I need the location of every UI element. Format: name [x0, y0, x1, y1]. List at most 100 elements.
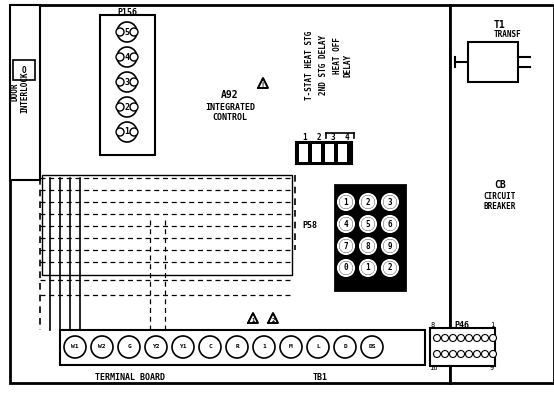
Text: 1: 1 — [366, 263, 370, 273]
Circle shape — [116, 103, 124, 111]
Circle shape — [449, 350, 456, 357]
Circle shape — [226, 336, 248, 358]
Bar — [325, 144, 334, 162]
Text: 4: 4 — [343, 220, 348, 228]
Text: DS: DS — [368, 344, 376, 350]
Text: 1: 1 — [262, 344, 266, 350]
Circle shape — [360, 260, 376, 276]
Polygon shape — [268, 313, 278, 323]
Circle shape — [64, 336, 86, 358]
Text: P46: P46 — [454, 320, 469, 329]
Circle shape — [382, 260, 398, 276]
Text: W2: W2 — [98, 344, 106, 350]
Text: 7: 7 — [343, 241, 348, 250]
Text: CONTROL: CONTROL — [213, 113, 248, 122]
Text: 16: 16 — [429, 365, 437, 371]
Text: CIRCUIT: CIRCUIT — [484, 192, 516, 201]
Text: 2: 2 — [366, 198, 370, 207]
Circle shape — [442, 350, 449, 357]
Circle shape — [130, 53, 138, 61]
Text: T1: T1 — [494, 20, 506, 30]
Polygon shape — [248, 313, 258, 323]
Circle shape — [338, 260, 354, 276]
Circle shape — [458, 350, 464, 357]
Circle shape — [130, 28, 138, 36]
Text: 2: 2 — [388, 263, 392, 273]
Circle shape — [91, 336, 113, 358]
Text: 4: 4 — [345, 134, 350, 143]
Bar — [468, 42, 518, 82]
Text: INTEGRATED: INTEGRATED — [205, 102, 255, 111]
Circle shape — [340, 240, 352, 252]
Text: 5: 5 — [125, 28, 130, 36]
Circle shape — [433, 350, 440, 357]
Circle shape — [481, 350, 489, 357]
Text: D: D — [343, 344, 347, 350]
Text: 3: 3 — [125, 77, 130, 87]
Text: 3: 3 — [331, 134, 335, 143]
Circle shape — [490, 335, 496, 342]
Circle shape — [361, 336, 383, 358]
Bar — [10, 5, 450, 383]
Circle shape — [465, 335, 473, 342]
Bar — [42, 175, 292, 275]
Circle shape — [145, 336, 167, 358]
Text: 4: 4 — [125, 53, 130, 62]
Circle shape — [474, 335, 480, 342]
Text: 1: 1 — [343, 198, 348, 207]
Circle shape — [362, 262, 374, 274]
Circle shape — [253, 336, 275, 358]
Text: 1: 1 — [490, 322, 494, 328]
Text: P58: P58 — [302, 220, 317, 229]
Text: 5: 5 — [366, 220, 370, 228]
Text: HEAT OFF: HEAT OFF — [334, 36, 342, 73]
Text: 1: 1 — [302, 134, 307, 143]
Text: M: M — [289, 344, 293, 350]
Text: A92: A92 — [221, 90, 239, 100]
Circle shape — [360, 216, 376, 232]
Bar — [338, 144, 347, 162]
Text: Y2: Y2 — [152, 344, 160, 350]
Circle shape — [199, 336, 221, 358]
Bar — [100, 15, 155, 155]
Circle shape — [433, 335, 440, 342]
Text: CB: CB — [494, 180, 506, 190]
Text: TB1: TB1 — [312, 374, 327, 382]
Circle shape — [280, 336, 302, 358]
Text: Y1: Y1 — [179, 344, 187, 350]
Circle shape — [360, 194, 376, 210]
Polygon shape — [258, 78, 268, 88]
Circle shape — [116, 28, 124, 36]
Text: 2: 2 — [271, 318, 275, 322]
Circle shape — [172, 336, 194, 358]
Text: 0: 0 — [343, 263, 348, 273]
Text: 9: 9 — [490, 365, 494, 371]
Bar — [450, 5, 554, 383]
Bar — [60, 330, 425, 365]
Text: G: G — [127, 344, 131, 350]
Text: 9: 9 — [388, 241, 392, 250]
Text: DELAY: DELAY — [343, 53, 352, 77]
Circle shape — [130, 103, 138, 111]
Circle shape — [384, 196, 396, 208]
Text: L: L — [316, 344, 320, 350]
Text: 6: 6 — [388, 220, 392, 228]
Circle shape — [338, 238, 354, 254]
Circle shape — [116, 128, 124, 136]
Circle shape — [307, 336, 329, 358]
Text: W1: W1 — [71, 344, 79, 350]
Text: 1: 1 — [252, 318, 255, 322]
Circle shape — [117, 72, 137, 92]
Circle shape — [362, 196, 374, 208]
Bar — [13, 60, 35, 80]
Circle shape — [382, 194, 398, 210]
Circle shape — [340, 218, 352, 230]
Circle shape — [117, 122, 137, 142]
Circle shape — [362, 240, 374, 252]
Text: 2: 2 — [125, 102, 130, 111]
Circle shape — [117, 47, 137, 67]
Circle shape — [382, 216, 398, 232]
Circle shape — [340, 196, 352, 208]
Text: TERMINAL BOARD: TERMINAL BOARD — [95, 374, 165, 382]
Text: DOOR
INTERLOCK: DOOR INTERLOCK — [11, 71, 30, 113]
